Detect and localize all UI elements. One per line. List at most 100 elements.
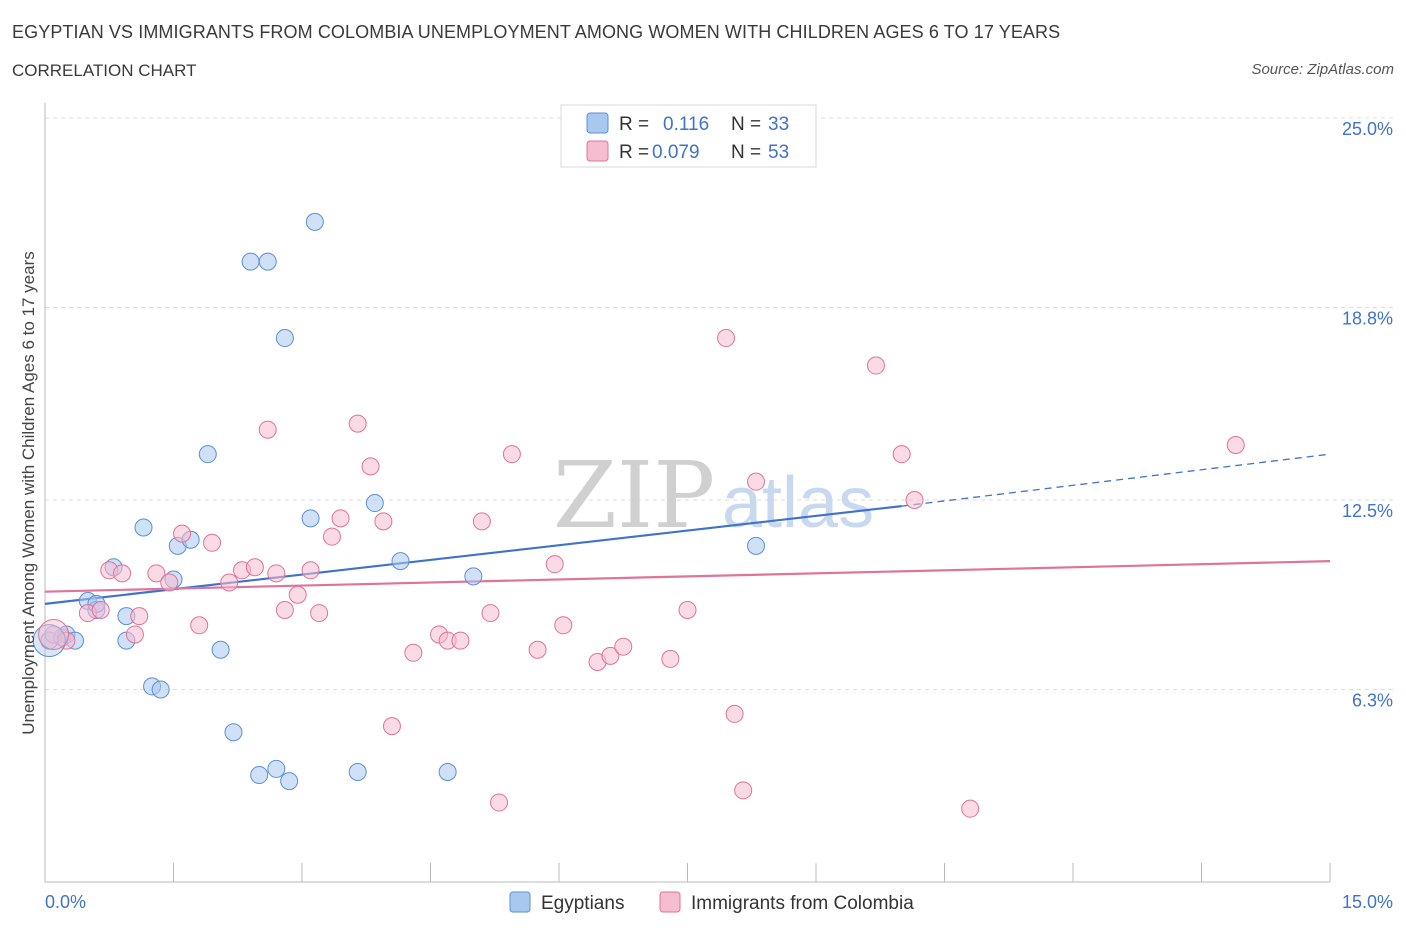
legend-r-value-colombia: 0.079 — [652, 142, 700, 163]
point-colombia-44 — [717, 329, 736, 348]
point-colombia-26 — [374, 512, 393, 531]
x-tick-label-1: 15.0% — [1342, 892, 1393, 912]
point-colombia-18 — [275, 601, 294, 620]
x-tick-labels: 0.0% 15.0% — [45, 892, 1393, 912]
point-colombia-42 — [661, 649, 680, 668]
point-colombia-33 — [481, 604, 500, 623]
point-colombia-16 — [258, 420, 277, 439]
y-tick-label-1: 12.5% — [1342, 501, 1393, 521]
point-colombia-38 — [554, 616, 573, 635]
point-colombia-31 — [451, 631, 470, 650]
point-egyptians-21 — [280, 772, 299, 791]
point-cluster-colombia — [38, 618, 70, 650]
point-egyptians-24 — [305, 212, 324, 231]
point-colombia-41 — [614, 637, 633, 656]
point-egyptians-28 — [438, 762, 457, 781]
point-egyptians-20 — [267, 759, 286, 778]
point-colombia-50 — [905, 491, 924, 509]
point-colombia-46 — [734, 781, 753, 800]
point-colombia-19 — [288, 585, 307, 604]
point-colombia-23 — [331, 509, 350, 528]
point-colombia-36 — [528, 640, 547, 659]
point-colombia-43 — [678, 601, 697, 620]
legend-r-label-colombia: R = — [619, 142, 649, 163]
watermark-atlas: atlas — [722, 463, 874, 543]
y-tick-label-2: 18.8% — [1342, 308, 1393, 328]
point-colombia-13 — [220, 573, 239, 592]
point-colombia-8 — [147, 564, 166, 583]
point-colombia-49 — [892, 445, 911, 464]
data-points — [32, 212, 1245, 818]
trend-line-colombia — [44, 560, 1331, 593]
point-colombia-11 — [190, 616, 209, 635]
point-egyptians-17 — [250, 766, 269, 785]
point-colombia-45 — [725, 704, 744, 723]
point-egyptians-22 — [275, 329, 294, 348]
point-colombia-32 — [472, 512, 491, 531]
x-tick-label-0: 0.0% — [45, 892, 86, 912]
point-egyptians-9 — [134, 518, 153, 537]
point-colombia-7 — [130, 607, 149, 626]
point-colombia-20 — [301, 561, 320, 580]
point-colombia-21 — [310, 604, 329, 623]
chart-subtitle: CORRELATION CHART — [12, 61, 197, 80]
point-colombia-24 — [348, 414, 367, 433]
point-colombia-12 — [203, 533, 222, 552]
legend-n-value-egyptians: 33 — [768, 114, 789, 135]
point-colombia-9 — [160, 573, 179, 592]
axes — [44, 103, 1331, 883]
chart-title: EGYPTIAN VS IMMIGRANTS FROM COLOMBIA UNE… — [12, 22, 1061, 42]
point-colombia-28 — [404, 643, 423, 662]
y-axis-label: Unemployment Among Women with Children A… — [19, 251, 38, 735]
legend-r-label-egyptians: R = — [619, 114, 649, 135]
y-tick-label-0: 6.3% — [1352, 690, 1393, 710]
point-colombia-3 — [91, 601, 110, 620]
point-egyptians-25 — [348, 762, 367, 781]
point-colombia-5 — [113, 564, 132, 583]
y-tick-labels: 6.3% 12.5% 18.8% 25.0% — [1342, 119, 1393, 710]
trend-lines — [44, 453, 1331, 605]
watermark-zip: ZIP — [553, 442, 715, 549]
point-colombia-35 — [502, 445, 521, 464]
legend-swatch-colombia — [586, 140, 609, 162]
bottom-legend-swatch-colombia — [659, 891, 681, 913]
point-colombia-48 — [866, 356, 885, 375]
bottom-legend-egyptians: Egyptians — [541, 893, 624, 914]
point-colombia-27 — [382, 717, 401, 736]
point-colombia-34 — [490, 793, 509, 812]
y-tick-label-3: 25.0% — [1342, 119, 1393, 139]
bottom-legend-colombia: Immigrants from Colombia — [691, 893, 914, 914]
series-legend: Egyptians Immigrants from Colombia — [509, 891, 914, 914]
point-egyptians-23 — [301, 509, 320, 528]
point-egyptians-16 — [224, 723, 243, 742]
correlation-legend: R = 0.116 N = 33 R = 0.079 N = 53 — [560, 104, 817, 168]
point-egyptians-27 — [391, 552, 410, 571]
point-colombia-25 — [361, 457, 380, 476]
point-egyptians-18 — [241, 252, 260, 271]
point-colombia-40 — [601, 646, 620, 665]
point-colombia-15 — [245, 558, 264, 577]
legend-swatch-egyptians — [586, 112, 609, 134]
trend-line-egyptians-projection — [901, 453, 1331, 507]
point-egyptians-26 — [365, 494, 384, 513]
point-colombia-22 — [322, 527, 341, 546]
point-egyptians-30 — [747, 536, 766, 555]
point-colombia-6 — [125, 625, 144, 644]
point-colombia-52 — [1226, 435, 1245, 454]
legend-n-label-colombia: N = — [731, 142, 761, 163]
source-credit: Source: ZipAtlas.com — [1251, 61, 1394, 78]
point-colombia-47 — [747, 472, 766, 491]
point-egyptians-19 — [258, 252, 277, 271]
point-colombia-37 — [545, 555, 564, 574]
legend-n-label-egyptians: N = — [731, 114, 761, 135]
point-colombia-1 — [57, 631, 76, 650]
point-egyptians-14 — [198, 445, 217, 464]
point-colombia-51 — [961, 799, 980, 818]
point-colombia-10 — [173, 524, 192, 543]
watermark: ZIP atlas — [553, 442, 874, 549]
point-egyptians-15 — [211, 640, 230, 659]
bottom-legend-swatch-egyptians — [509, 891, 531, 913]
legend-n-value-colombia: 53 — [768, 142, 789, 163]
legend-r-value-egyptians: 0.116 — [663, 114, 709, 135]
